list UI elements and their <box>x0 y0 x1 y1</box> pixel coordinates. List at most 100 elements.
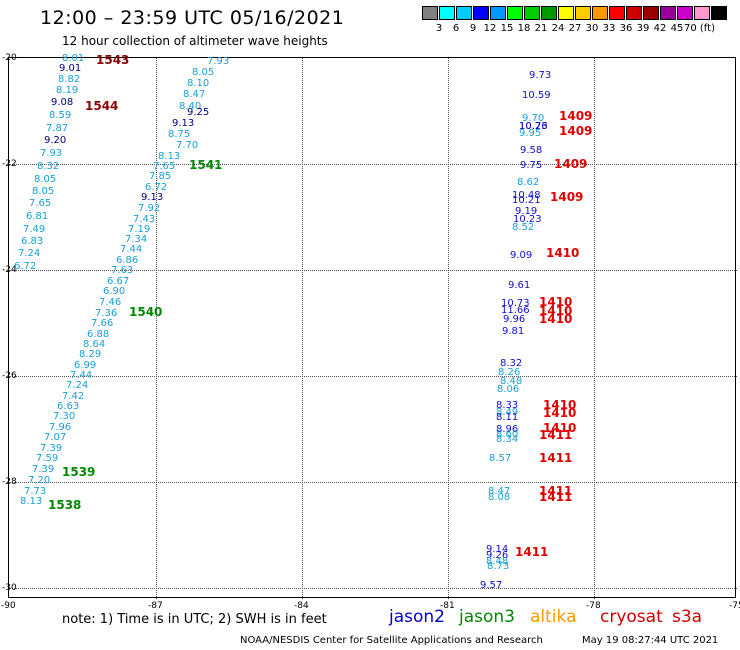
swh-reading: 7.19 <box>128 224 151 235</box>
latitude-gridline <box>9 270 737 271</box>
legend-color-cell <box>626 6 642 20</box>
legend-color-cell <box>643 6 659 20</box>
swh-reading: 8.05 <box>192 67 215 78</box>
swh-reading: 7.59 <box>36 453 59 464</box>
longitude-gridline <box>302 58 303 599</box>
orbit-pass-label: 1411 <box>539 484 573 498</box>
orbit-pass-label: 1539 <box>62 465 96 479</box>
swh-reading: 6.90 <box>103 286 126 297</box>
orbit-pass-label: 1411 <box>539 490 573 504</box>
legend-color-cell <box>558 6 574 20</box>
generation-timestamp: May 19 08:27:44 UTC 2021 <box>582 635 719 646</box>
swh-reading: 9.13 <box>172 118 195 129</box>
swh-reading: 7.24 <box>18 248 41 259</box>
swh-reading: 7.44 <box>70 370 93 381</box>
longitude-label: -87 <box>148 601 163 611</box>
orbit-pass-label: 1409 <box>554 157 588 171</box>
swh-reading: 9.73 <box>529 70 552 81</box>
swh-reading: 8.60 <box>496 429 519 440</box>
swh-reading: 8.73 <box>487 561 510 572</box>
legend-color-cell <box>609 6 625 20</box>
swh-reading: 9.58 <box>520 145 543 156</box>
footnote: note: 1) Time is in UTC; 2) SWH is in fe… <box>62 612 327 627</box>
swh-reading: 7.20 <box>28 475 51 486</box>
swh-reading: 9.09 <box>510 250 533 261</box>
orbit-pass-label: 1410 <box>543 421 577 435</box>
latitude-label: -30 <box>2 583 17 593</box>
swh-reading: 10.26 <box>519 121 548 132</box>
latitude-label: -26 <box>2 371 17 381</box>
legend-color-cell <box>677 6 693 20</box>
legend-color-cell <box>711 6 727 20</box>
legend-color-cell <box>592 6 608 20</box>
swh-reading: 8.49 <box>496 407 519 418</box>
legend-color-cell <box>660 6 676 20</box>
legend-color-cell <box>507 6 523 20</box>
orbit-pass-label: 1410 <box>543 406 577 420</box>
legend-tick-label: 36 <box>619 23 633 34</box>
legend-tick-label: 42 <box>653 23 667 34</box>
swh-reading: 8.13 <box>158 151 181 162</box>
legend-color-cell <box>439 6 455 20</box>
map-plot-area[interactable]: -20 -22 -24 -26 -28 -30 -90 -87 -84 -81 -78 -75 8.01… <box>1 53 740 611</box>
orbit-pass-label: 1411 <box>539 451 573 465</box>
longitude-gridline <box>448 58 449 599</box>
swh-reading: 8.19 <box>56 85 79 96</box>
swh-reading: 6.72 <box>145 182 168 193</box>
swh-reading: 8.62 <box>517 177 540 188</box>
swh-reading: 7.42 <box>62 391 85 402</box>
longitude-label: -84 <box>294 601 309 611</box>
swh-reading: 9.14 <box>486 544 509 555</box>
longitude-label: -75 <box>729 601 740 611</box>
swh-reading: 8.75 <box>168 129 191 140</box>
page-subtitle: 12 hour collection of altimeter wave hei… <box>62 34 328 48</box>
swh-reading: 8.40 <box>179 101 202 112</box>
orbit-pass-label: 1410 <box>539 312 573 326</box>
legend-color-cell <box>422 6 438 20</box>
swh-reading: 8.26 <box>498 367 521 378</box>
swh-reading: 7.66 <box>91 318 114 329</box>
legend-tick-label: 33 <box>602 23 616 34</box>
satellite-name-s3a: s3a <box>672 607 703 627</box>
orbit-pass-label: 1544 <box>85 99 119 113</box>
legend-tick-label: 27 <box>568 23 582 34</box>
longitude-label: -90 <box>1 601 16 611</box>
latitude-gridline <box>9 164 737 165</box>
satellite-name-jason2: jason2 <box>389 607 445 627</box>
orbit-pass-label: 1411 <box>515 545 549 559</box>
legend-tick-label: 70 (ft) <box>684 23 715 34</box>
orbit-pass-label: 1410 <box>543 398 577 412</box>
swh-reading: 9.61 <box>508 280 531 291</box>
swh-reading: 8.64 <box>83 339 106 350</box>
swh-reading: 9.19 <box>515 206 538 217</box>
swh-reading: 7.73 <box>24 486 47 497</box>
legend-tick-label: 9 <box>469 23 477 34</box>
swh-reading: 9.25 <box>187 107 210 118</box>
orbit-pass-label: 1411 <box>539 428 573 442</box>
swh-reading: 7.24 <box>66 380 89 391</box>
swh-reading: 10.21 <box>512 195 541 206</box>
swh-reading: 7.39 <box>32 464 55 475</box>
swh-reading: 9.20 <box>44 135 67 146</box>
swh-reading: 9.95 <box>519 128 542 139</box>
swh-reading: 8.08 <box>488 492 511 503</box>
swh-reading: 9.13 <box>141 192 164 203</box>
swh-reading: 8.13 <box>20 496 43 507</box>
swh-reading: 8.29 <box>79 349 102 360</box>
legend-color-cell <box>694 6 710 20</box>
orbit-pass-label: 1541 <box>189 158 223 172</box>
swh-reading: 8.05 <box>34 174 57 185</box>
swh-reading: 6.99 <box>74 360 97 371</box>
satellite-name-cryosat: cryosat <box>600 607 663 627</box>
swh-reading: 8.82 <box>58 74 81 85</box>
swh-reading: 10.23 <box>513 214 542 225</box>
legend-color-cell <box>575 6 591 20</box>
legend-color-cell <box>524 6 540 20</box>
swh-reading: 7.44 <box>120 244 143 255</box>
legend-color-cell <box>473 6 489 20</box>
legend-tick-label: 30 <box>585 23 599 34</box>
legend-tick-label: 3 <box>435 23 443 34</box>
swh-reading: 8.01 <box>62 53 85 64</box>
swh-reading: 7.93 <box>207 56 230 67</box>
swh-reading: 8.34 <box>496 434 519 445</box>
